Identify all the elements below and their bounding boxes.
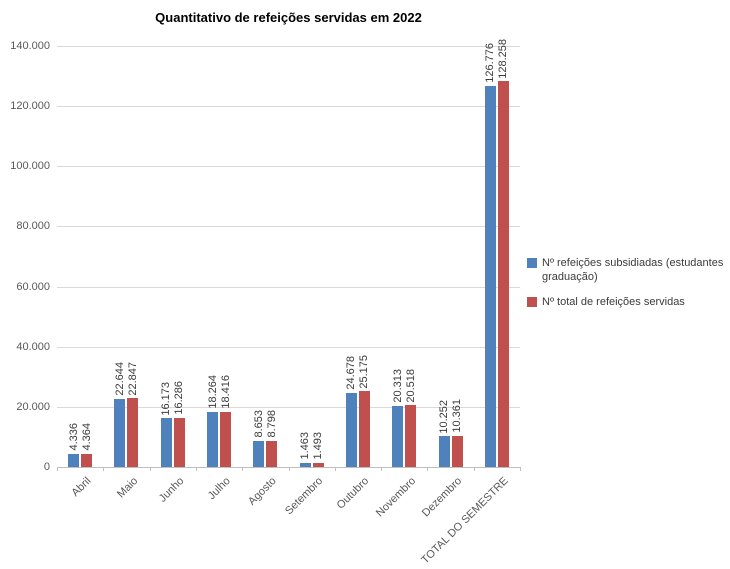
bar-data-label: 4.364 — [81, 423, 93, 451]
axis-tick-mark — [57, 467, 58, 471]
bar — [174, 418, 185, 467]
bar — [392, 406, 403, 467]
x-axis-category-label: Maio — [114, 475, 140, 501]
gridline — [57, 46, 520, 47]
bar-data-label: 22.644 — [114, 362, 126, 396]
bar-data-label: 16.173 — [160, 381, 172, 416]
bar — [220, 412, 231, 467]
x-axis-category-label: Julho — [205, 475, 233, 503]
bar — [266, 441, 277, 467]
axis-tick-mark — [427, 467, 428, 471]
axis-tick-mark — [242, 467, 243, 471]
bar — [313, 463, 324, 467]
bar — [439, 436, 450, 467]
bar-data-label: 20.313 — [392, 369, 404, 403]
x-axis-category-label: Novembro — [373, 475, 418, 520]
bar — [81, 454, 92, 467]
bar — [498, 81, 509, 467]
bar-data-label: 18.416 — [220, 374, 232, 409]
y-axis-tick-label: 140.000 — [10, 40, 50, 52]
axis-tick-mark — [103, 467, 104, 471]
bar-data-label: 1.463 — [299, 432, 311, 460]
bar — [359, 391, 370, 467]
axis-tick-mark — [381, 467, 382, 471]
gridline — [57, 347, 520, 348]
bar-data-label: 18.264 — [207, 375, 219, 410]
bar — [346, 393, 357, 467]
bar — [253, 441, 264, 467]
y-axis-tick-label: 20.000 — [16, 401, 50, 413]
bar — [207, 412, 218, 467]
gridline — [57, 407, 520, 408]
x-axis-category-label: Abril — [69, 475, 94, 500]
legend-label: Nº total de refeições servidas — [542, 295, 685, 308]
bar — [161, 418, 172, 467]
y-axis-tick-label: 0 — [43, 461, 50, 473]
bar-data-label: 25.175 — [358, 354, 370, 389]
legend: Nº refeições subsidiadas (estudantes gra… — [527, 256, 727, 309]
bar-data-label: 10.252 — [438, 399, 450, 434]
bar-data-label: 8.798 — [266, 410, 278, 438]
bar-data-label: 10.361 — [451, 399, 463, 433]
y-axis-tick-label: 80.000 — [16, 220, 50, 232]
axis-tick-mark — [335, 467, 336, 471]
bar — [300, 463, 311, 467]
bar — [485, 86, 496, 467]
x-axis-category-label: TOTAL DO SEMESTRE — [419, 475, 511, 567]
chart-title: Quantitativo de refeições servidas em 20… — [155, 10, 422, 25]
axis-tick-mark — [474, 467, 475, 471]
axis-tick-mark — [196, 467, 197, 471]
bar-data-label: 8.653 — [253, 410, 265, 438]
bar-data-label: 16.286 — [173, 381, 185, 416]
bar — [405, 405, 416, 467]
x-axis-category-label: Junho — [156, 475, 187, 505]
legend-swatch-icon — [527, 296, 537, 307]
gridline — [57, 166, 520, 167]
bar-data-label: 24.678 — [345, 356, 357, 390]
bar-data-label: 22.847 — [127, 361, 139, 396]
axis-tick-mark — [520, 467, 521, 471]
y-axis-tick-label: 60.000 — [16, 281, 50, 293]
x-axis-category-label: Agosto — [246, 475, 279, 508]
y-axis-tick-label: 120.000 — [10, 100, 50, 112]
bar-data-label: 126.776 — [484, 43, 496, 83]
bar — [127, 398, 138, 467]
y-axis-tick-label: 100.000 — [10, 160, 50, 172]
bar-data-label: 1.493 — [312, 431, 324, 460]
legend-item: Nº refeições subsidiadas (estudantes gra… — [527, 256, 727, 285]
x-axis-category-label: Outubro — [334, 475, 372, 512]
legend-swatch-icon — [527, 258, 537, 268]
axis-tick-mark — [289, 467, 290, 471]
gridline — [57, 287, 520, 288]
legend-label: Nº refeições subsidiadas (estudantes gra… — [542, 257, 724, 284]
x-axis-line — [57, 467, 520, 468]
bar — [68, 454, 79, 467]
bar-data-label: 20.518 — [405, 368, 417, 403]
bar-data-label: 4.336 — [68, 423, 80, 451]
bar — [452, 436, 463, 467]
y-axis-tick-label: 40.000 — [16, 341, 50, 353]
bar — [114, 399, 125, 467]
bar-data-label: 128.258 — [497, 38, 509, 79]
gridline — [57, 106, 520, 107]
legend-item: Nº total de refeições servidas — [527, 295, 727, 309]
x-axis-category-label: Setembro — [282, 475, 326, 518]
x-axis-category-label: Dezembro — [419, 475, 465, 520]
gridline — [57, 226, 520, 227]
axis-tick-mark — [150, 467, 151, 471]
